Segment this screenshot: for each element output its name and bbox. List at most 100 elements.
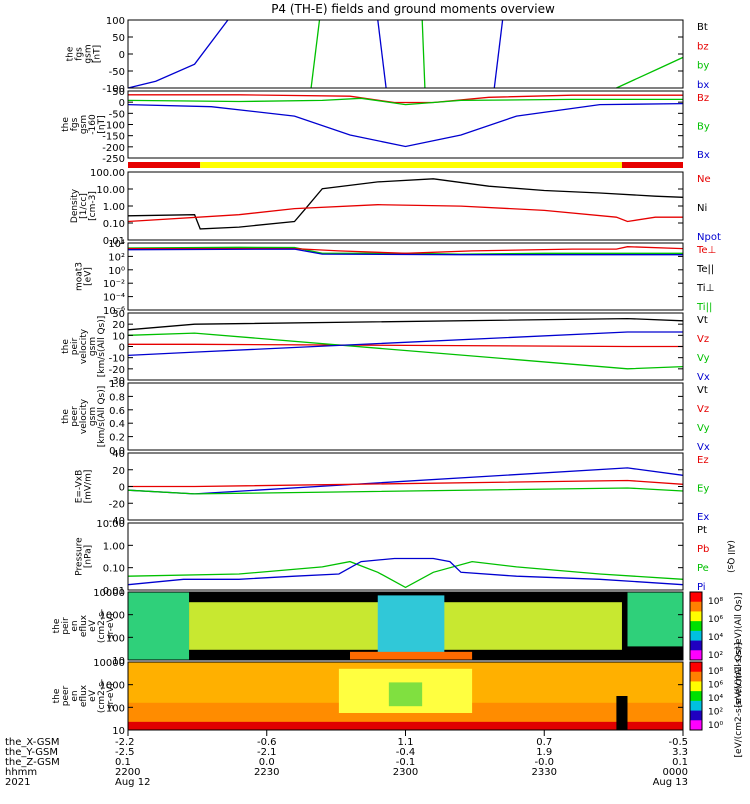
y-axis-label: Pressure[nPa] (75, 537, 94, 576)
x-row-value: 0.1 (115, 757, 131, 768)
y-tick-label: 0.10 (103, 564, 125, 575)
y-tick-label: 0 (119, 483, 125, 494)
y-tick-label: -50 (109, 67, 125, 78)
y-axis-label-line: eflux (79, 614, 89, 637)
y-tick-label: 0 (119, 98, 125, 109)
series-line-by (616, 56, 684, 89)
legend-entry: Vt (697, 315, 708, 326)
colorbar-swatch (690, 630, 702, 642)
series-line-Bx (127, 102, 684, 148)
colorbar-tick-label: 10⁰ (708, 721, 723, 731)
y-tick-label: -30 (109, 376, 125, 387)
y-axis-label-line: velocity (79, 398, 89, 434)
y-axis-label-line: the (52, 618, 62, 633)
colorbar-swatch (690, 710, 702, 721)
y-axis-label-line: gsm (88, 407, 98, 426)
colorbar-label: [eV/(cm2-s-sr-eV)(All Qs)] (734, 643, 744, 758)
legend-entry: Bx (697, 150, 710, 161)
x-row-value: 2230 (254, 767, 279, 778)
x-row-value: Aug 13 (653, 777, 688, 788)
series-line-by (310, 19, 321, 89)
legend-entry: Ne (697, 174, 711, 185)
colorbar-swatch (690, 601, 702, 612)
colorbar-frame (689, 591, 703, 661)
y-tick-label: 10² (108, 252, 125, 263)
panel-peer-velocity: 1.00.80.60.40.20.0thepeervelocitygsm[km/… (61, 379, 710, 457)
plot-title: P4 (TH-E) fields and ground moments over… (271, 2, 555, 16)
series-line-By (127, 97, 683, 106)
series-line-Bz (128, 94, 683, 104)
colorbar-swatch (690, 691, 702, 702)
y-axis-label-line: [nT] (93, 45, 103, 63)
y-axis-label-line: Density (70, 188, 80, 223)
y-axis-label-line: E=-VxB (75, 470, 85, 504)
legend-entry: Vy (697, 353, 710, 364)
colorbar: 10⁸ 10⁶ 10⁴ 10² 10⁰ [eV/(cm2-s-sr-eV)(All Qs)… (689, 643, 744, 758)
y-axis-label-line: eflux (79, 684, 89, 707)
y-tick-label: 0.8 (109, 392, 125, 403)
legend-entry: Ex (697, 512, 709, 523)
y-tick-label: 100 (106, 703, 125, 714)
x-row-label: 2021 (5, 777, 30, 788)
y-tick-label: 10 (112, 331, 125, 342)
y-axis-label: Density[1/cc][cm-3] (70, 188, 98, 223)
y-axis-label-line: moat3 (75, 262, 85, 291)
y-tick-label: 1000 (100, 611, 125, 622)
y-tick-label: 10000 (93, 658, 125, 669)
x-row-value: 1.1 (398, 737, 414, 748)
y-axis-label-line: gsm (84, 44, 94, 63)
panel-peer-spectrogram: 10000 1000 100 10 thepeerenefluxeV(cm2-s-sr-… (52, 658, 684, 737)
spectrogram-cell (616, 696, 628, 730)
series-line-bx (127, 19, 229, 89)
y-axis-label-line: sr-eV) (106, 613, 116, 639)
y-axis-label-line: the (61, 117, 71, 132)
y-tick-label: 100 (106, 16, 125, 27)
y-tick-label: 0.6 (109, 406, 125, 417)
y-tick-label: 100.00 (90, 168, 125, 179)
y-tick-label: -150 (102, 132, 125, 143)
y-tick-label: 0 (119, 343, 125, 354)
spectrogram-cell (350, 651, 473, 660)
legend-entry: Vy (697, 423, 710, 434)
x-row-value: 0.7 (536, 737, 552, 748)
y-axis-label-line: the (66, 46, 76, 61)
x-row-label: the_Z-GSM (5, 757, 60, 768)
x-row-value: Aug 12 (115, 777, 150, 788)
y-tick-label: 10 (112, 656, 125, 667)
y-axis-label-line: en (70, 690, 80, 701)
series-line-Vt (127, 317, 684, 331)
legend-entry: Bz (697, 93, 709, 104)
series-line-Pi (127, 557, 684, 586)
y-axis-label-line: gsm (88, 337, 98, 356)
y-tick-label: -100 (102, 84, 125, 95)
y-tick-label: -200 (102, 143, 125, 154)
colorbar: 10⁸ 10⁶ 10⁴ 10² [eV/(cm2-s-sr-eV)(All Qs)] (689, 591, 744, 708)
x-row-value: -0.5 (668, 737, 688, 748)
x-row-label: the_X-GSM (5, 737, 59, 748)
y-axis-label-line: peir (70, 337, 80, 355)
legend-entry: Npot (697, 232, 721, 243)
legend-entry: by (697, 61, 709, 72)
panel-temperature: 10⁴ 10² 10⁰ 10⁻² 10⁻⁴ 10⁻⁶ moat3[eV] Te⊥ Te|| Ti⊥… (75, 239, 717, 317)
legend-entry: Bt (697, 22, 708, 33)
panel-frame (127, 171, 684, 241)
legend-entry: Pe (697, 563, 709, 574)
series-line-Ni (127, 178, 684, 230)
y-tick-label: -50 (109, 109, 125, 120)
legend-entry: Ez (697, 455, 709, 466)
y-tick-label: -100 (102, 121, 125, 132)
series-line-Ne (127, 204, 683, 223)
colorbar-tick-label: 10⁴ (708, 694, 723, 704)
colorbar-tick-label: 10⁸ (708, 667, 723, 677)
legend-entry: Ti⊥ (696, 283, 714, 294)
y-axis-label: moat3[eV] (75, 262, 94, 291)
y-axis-label-line: peer (61, 685, 71, 706)
y-tick-label: 0.01 (103, 236, 125, 247)
y-tick-label: 1.00 (103, 202, 125, 213)
region-bar-start (128, 162, 201, 168)
colorbar-label: [eV/(cm2-s-sr-eV)(All Qs)] (734, 593, 744, 708)
legend-entry: Ti|| (696, 302, 712, 313)
y-tick-label: 40 (112, 449, 125, 460)
legend-note: (All Qs) (725, 540, 735, 573)
x-row-value: -2.2 (115, 737, 135, 748)
